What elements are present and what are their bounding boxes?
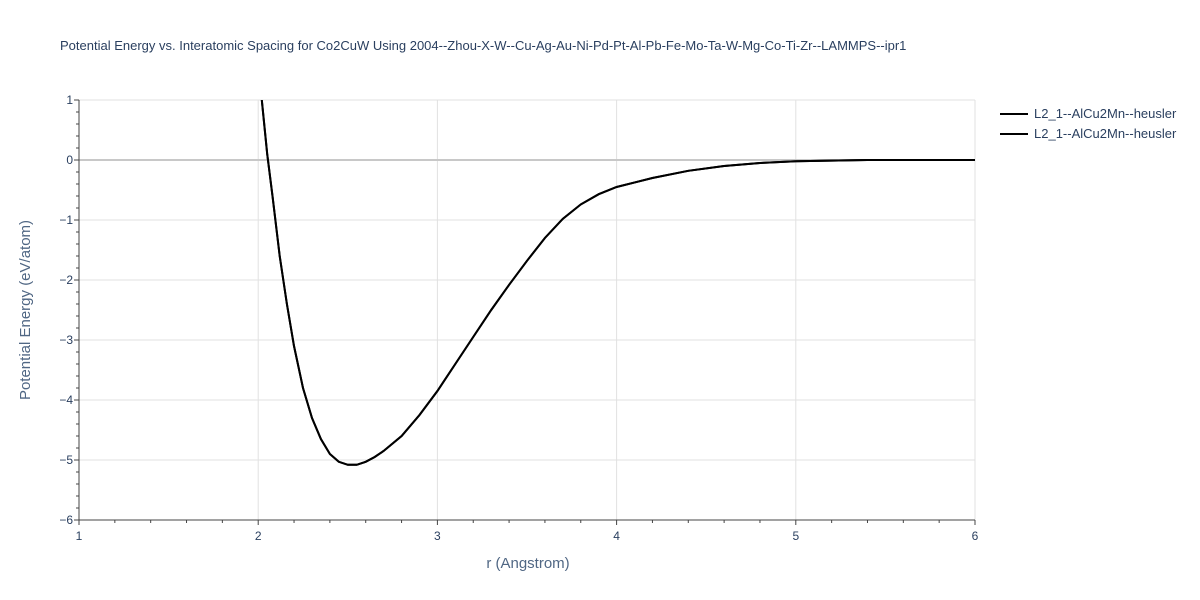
y-tick-label: −3 [59,333,73,347]
y-tick-label: −6 [59,513,73,527]
series-line-2 [260,100,975,466]
y-axis-title: Potential Energy (eV/atom) [17,220,34,400]
y-tick-label: −1 [59,213,73,227]
legend-label: L2_1--AlCu2Mn--heusler [1034,106,1177,121]
y-tick-label: 1 [66,93,73,107]
y-tick-label: −2 [59,273,73,287]
y-tick-label: 0 [66,153,73,167]
legend[interactable]: L2_1--AlCu2Mn--heusler L2_1--AlCu2Mn--heu… [1000,106,1177,141]
x-axis-title: r (Angstrom) [486,555,569,572]
axes [74,99,976,525]
x-tick-label: 1 [76,529,83,543]
y-tick-label: −4 [59,393,73,407]
x-tick-label: 4 [613,529,620,543]
grid-lines [79,99,976,520]
x-tick-label: 2 [255,529,262,543]
legend-item-2[interactable]: L2_1--AlCu2Mn--heusler [1000,126,1177,141]
x-tick-label: 6 [972,529,979,543]
y-axis-ticks: 1 0 −1 −2 −3 −4 −5 −6 [59,93,73,527]
x-tick-label: 5 [792,529,799,543]
legend-item-1[interactable]: L2_1--AlCu2Mn--heusler [1000,106,1177,121]
series-line-1 [260,100,975,466]
chart-title: Potential Energy vs. Interatomic Spacing… [60,38,906,53]
plot-area [260,100,975,466]
x-tick-label: 3 [434,529,441,543]
x-axis-ticks: 1 2 3 4 5 6 [76,529,979,543]
legend-label: L2_1--AlCu2Mn--heusler [1034,126,1177,141]
y-tick-label: −5 [59,453,73,467]
